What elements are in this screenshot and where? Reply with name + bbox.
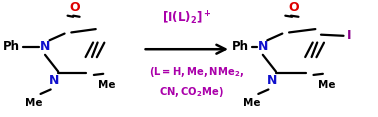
Text: Me: Me	[98, 80, 116, 90]
Text: Ph: Ph	[232, 40, 249, 53]
Text: O: O	[289, 1, 299, 14]
Text: N: N	[258, 40, 268, 53]
Text: N: N	[267, 74, 277, 87]
Text: $\mathbf{(L = H, Me, NMe_2,}$: $\mathbf{(L = H, Me, NMe_2,}$	[149, 65, 245, 79]
Text: Me: Me	[243, 98, 260, 108]
Text: Me: Me	[25, 98, 43, 108]
Text: Me: Me	[318, 80, 335, 90]
Text: Ph: Ph	[3, 40, 20, 53]
Text: O: O	[70, 1, 81, 14]
Text: N: N	[40, 40, 50, 53]
Text: N: N	[49, 74, 60, 87]
Text: I: I	[347, 29, 352, 42]
Text: $\mathbf{CN, CO_2Me)}$: $\mathbf{CN, CO_2Me)}$	[159, 85, 224, 99]
Text: $\mathbf{[I(L)_2]^+}$: $\mathbf{[I(L)_2]^+}$	[162, 9, 212, 27]
